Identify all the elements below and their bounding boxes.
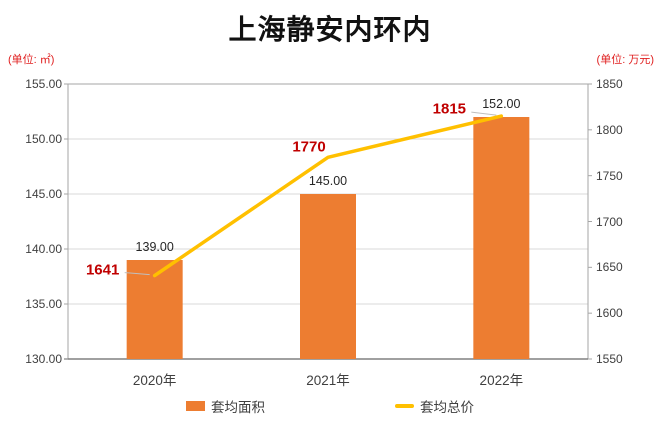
y-axis-right-tick-label: 1850 — [596, 77, 623, 91]
line-series-swatch-icon — [395, 404, 414, 408]
label-leader-line — [124, 272, 150, 276]
line-value-label: 1815 — [432, 100, 467, 118]
y-axis-left-tick-label: 155.00 — [25, 77, 62, 91]
x-axis-category-label: 2022年 — [479, 373, 524, 388]
y-axis-left-tick-label: 140.00 — [25, 242, 62, 256]
legend: 套均面积 套均总价 — [0, 396, 660, 416]
x-axis-category-label: 2021年 — [306, 373, 350, 388]
left-axis-unit-label: (单位: ㎡) — [8, 54, 55, 66]
right-axis-unit-label: (单位: 万元) — [596, 54, 654, 66]
line-value-label: 1641 — [85, 261, 120, 279]
bar-value-label: 152.00 — [482, 97, 521, 111]
legend-item-line-series: 套均总价 — [395, 396, 474, 416]
x-axis-category-label: 2020年 — [132, 373, 177, 388]
y-axis-right-tick-label: 1600 — [596, 306, 623, 321]
y-axis-right-tick-label: 1700 — [596, 214, 623, 229]
bar-2021年 — [300, 194, 356, 359]
legend-item-bar-series: 套均面积 — [186, 396, 265, 416]
label-leader-line — [471, 111, 497, 116]
y-axis-right-tick-label: 1750 — [596, 168, 623, 183]
bar-value-label: 145.00 — [308, 174, 348, 188]
price-line — [152, 114, 504, 278]
y-axis-right-tick-label: 1800 — [596, 122, 623, 137]
y-axis-left-tick-label: 135.00 — [25, 297, 62, 311]
line-value-label: 1770 — [292, 138, 326, 156]
legend-label-line-series: 套均总价 — [420, 400, 474, 415]
bar-value-label: 139.00 — [135, 240, 174, 254]
y-axis-right-tick-label: 1650 — [596, 260, 623, 275]
y-axis-left-tick-label: 145.00 — [25, 187, 62, 201]
chart-title: 上海静安内环内 — [228, 14, 432, 45]
y-axis-right-tick-label: 1550 — [596, 352, 623, 366]
y-axis-left-tick-label: 130.00 — [25, 352, 62, 366]
y-axis-left-tick-label: 150.00 — [25, 132, 62, 146]
bar-2022年 — [473, 117, 530, 359]
legend-label-bar-series: 套均面积 — [211, 400, 265, 415]
bar-series-swatch-icon — [186, 401, 205, 411]
